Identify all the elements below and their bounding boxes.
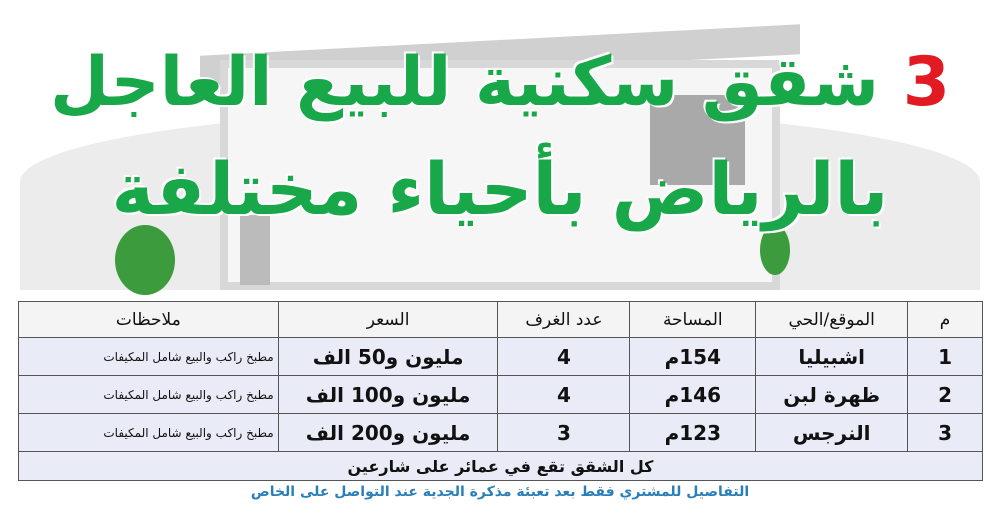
summary-row: كل الشقق تقع في عمائر على شارعين — [18, 451, 983, 481]
cell-area: 123م — [629, 413, 757, 452]
cell-location: اشبيليا — [755, 337, 909, 376]
cell-location: النرجس — [755, 413, 909, 452]
table-header-row: م الموقع/الحي المساحة عدد الغرف السعر مل… — [18, 301, 983, 338]
apartments-table: م الموقع/الحي المساحة عدد الغرف السعر مل… — [18, 301, 983, 481]
table-row: 2 ظهرة لبن 146م 4 مليون و100 الف مطبخ را… — [18, 375, 983, 414]
cell-rooms: 4 — [497, 337, 631, 376]
header-number: م — [907, 301, 983, 338]
summary-cell: كل الشقق تقع في عمائر على شارعين — [18, 451, 983, 481]
header-location: الموقع/الحي — [755, 301, 909, 338]
cell-price: مليون و50 الف — [277, 337, 499, 376]
title-number: 3 — [902, 43, 951, 122]
cell-price: مليون و200 الف — [277, 413, 499, 452]
cell-notes: مطبخ راكب والبيع شامل المكيفات — [18, 337, 279, 376]
cell-rooms: 3 — [497, 413, 631, 452]
header-price: السعر — [277, 301, 499, 338]
table-row: 3 النرجس 123م 3 مليون و200 الف مطبخ راكب… — [18, 413, 983, 452]
cell-notes: مطبخ راكب والبيع شامل المكيفات — [18, 375, 279, 414]
tree-left — [115, 225, 175, 295]
cell-number: 3 — [907, 413, 983, 452]
cell-price: مليون و100 الف — [277, 375, 499, 414]
header-rooms: عدد الغرف — [497, 301, 631, 338]
cell-rooms: 4 — [497, 375, 631, 414]
cell-notes: مطبخ راكب والبيع شامل المكيفات — [18, 413, 279, 452]
tree-right — [760, 225, 790, 275]
title-line-1: 3 شقق سكنية للبيع العاجل — [0, 38, 1000, 128]
cell-location: ظهرة لبن — [755, 375, 909, 414]
window-shape — [650, 95, 745, 185]
cell-number: 2 — [907, 375, 983, 414]
table-row: 1 اشبيليا 154م 4 مليون و50 الف مطبخ راكب… — [18, 337, 983, 376]
title-line-1-text: شقق سكنية للبيع العاجل — [49, 43, 879, 122]
cell-number: 1 — [907, 337, 983, 376]
header-notes: ملاحظات — [18, 301, 279, 338]
footer-note: التفاصيل للمشتري فقط بعد تعبئة مذكرة الج… — [250, 484, 750, 500]
header-area: المساحة — [629, 301, 757, 338]
door-shape — [240, 215, 270, 285]
cell-area: 146م — [629, 375, 757, 414]
cell-area: 154م — [629, 337, 757, 376]
title-line-2: بالرياض بأحياء مختلفة — [111, 147, 889, 231]
